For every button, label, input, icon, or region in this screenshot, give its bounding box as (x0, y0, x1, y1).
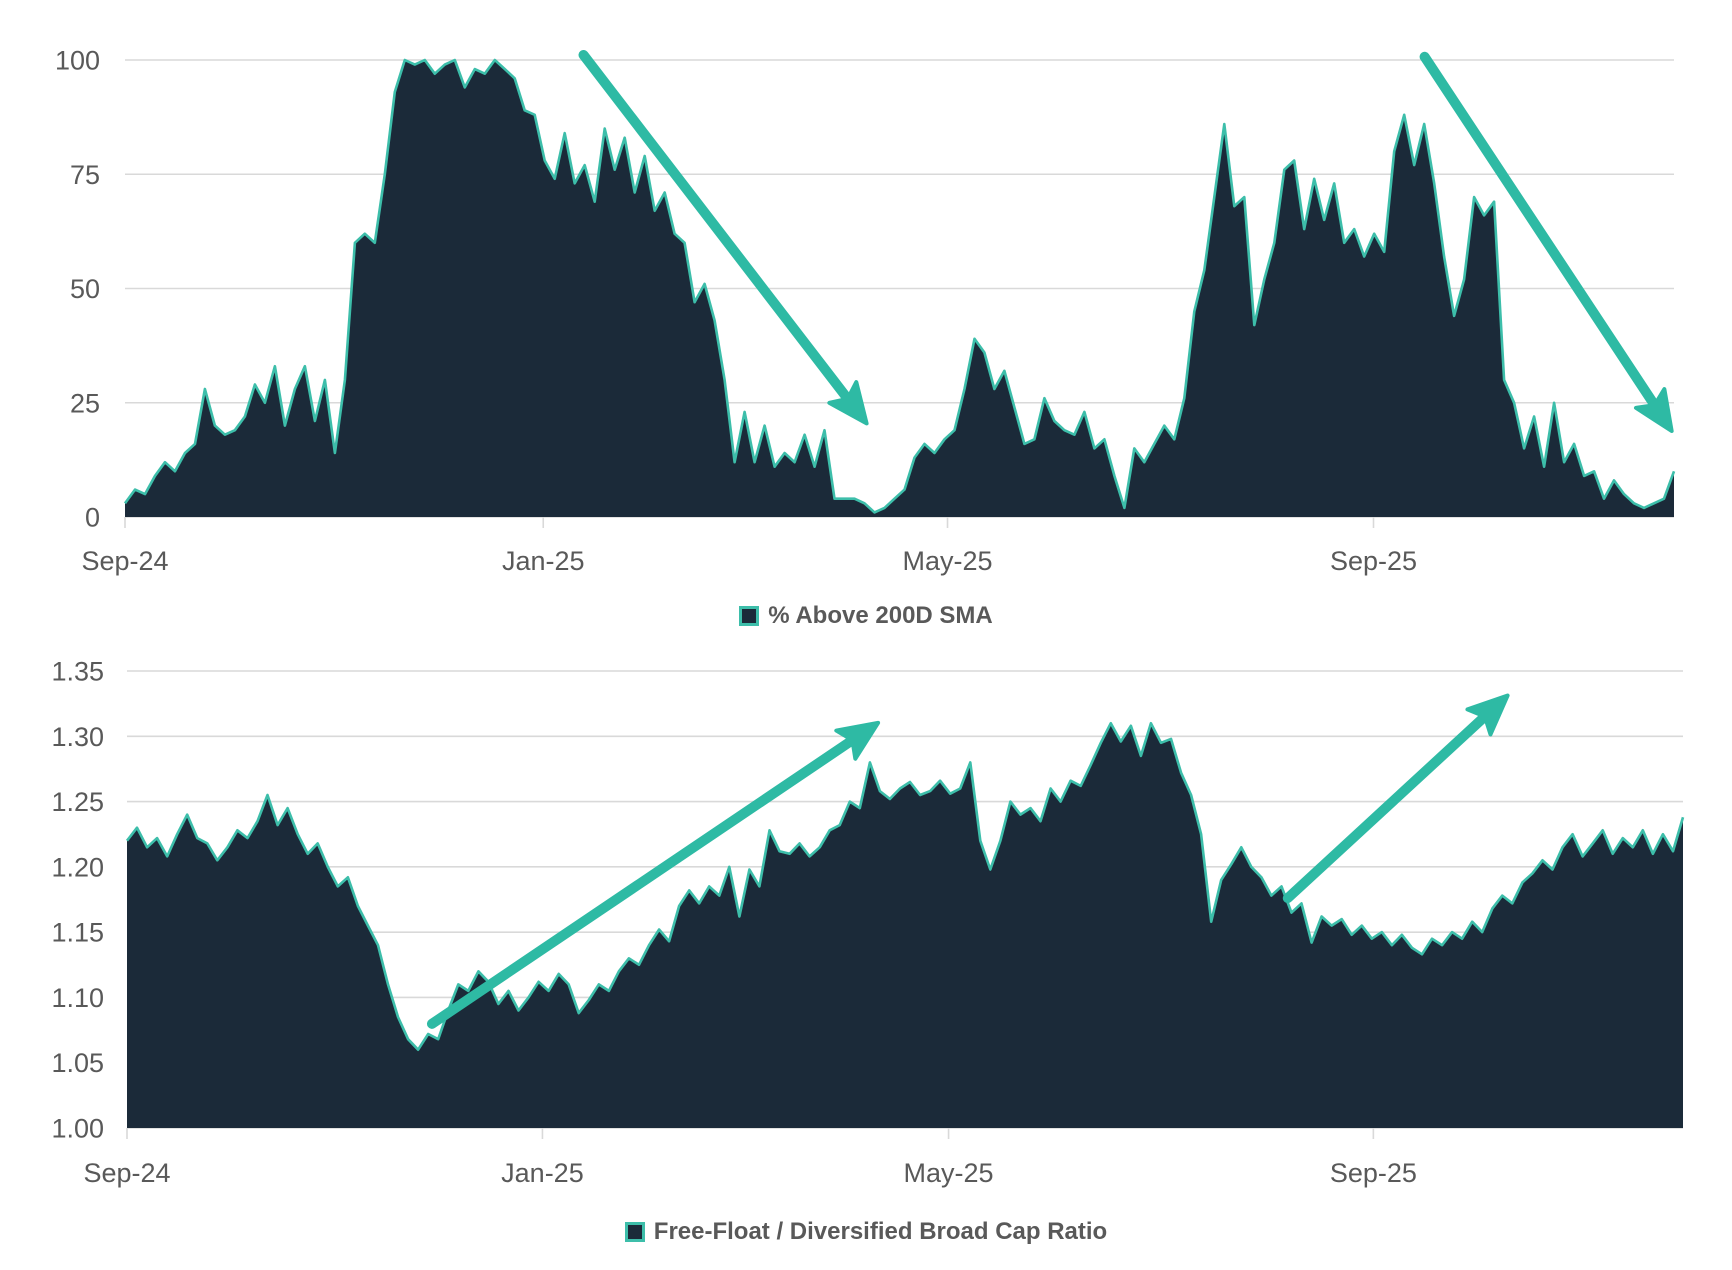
trend-arrow-shaft (426, 737, 855, 1029)
y-axis-tick-label: 1.05 (51, 1048, 104, 1078)
legend-label: Free-Float / Diversified Broad Cap Ratio (653, 1218, 1108, 1245)
y-axis-tick-label: 1.10 (51, 983, 104, 1013)
legend-swatch-icon (624, 1222, 645, 1242)
x-axis-tick-label: Jan-25 (501, 1158, 584, 1188)
bottom-chart-free-float-ratio: 1.00 1.05 1.10 1.15 1.20 1.25 1.30 1.35 Sep-24 Ja… (51, 657, 1685, 1188)
legend-label: % Above 200D SMA (768, 602, 993, 629)
area-series (125, 60, 1674, 517)
x-axis-tick-label: Sep-24 (81, 546, 168, 576)
y-axis-tick-label: 1.20 (51, 852, 104, 882)
trend-arrow-head (827, 380, 869, 426)
trend-arrow-head (834, 720, 881, 761)
x-axis-tick-label: May-25 (903, 546, 993, 576)
y-axis-tick-label: 1.30 (51, 722, 104, 752)
legend-top: % Above 200D SMA (0, 602, 1732, 630)
y-axis-tick-label: 1.25 (51, 787, 104, 817)
trend-arrow-head (1633, 387, 1674, 433)
series-outline (123, 58, 1676, 514)
x-axis-tick-label: Sep-25 (1330, 1158, 1417, 1188)
trend-arrow-shaft (1419, 51, 1658, 407)
trend-arrow-head (1465, 693, 1510, 737)
area-series (127, 723, 1683, 1128)
top-chart-pct-above-200d-sma: 0 25 50 75 100 Sep-24 Jan-25 May-25 Sep-25 (55, 46, 1676, 576)
y-axis-tick-label: 100 (55, 46, 100, 76)
y-axis-tick-label: 1.35 (51, 657, 104, 687)
x-axis-tick-label: Sep-25 (1330, 546, 1417, 576)
trend-arrow-shaft (1282, 714, 1487, 904)
y-axis-tick-label: 50 (70, 274, 100, 304)
x-axis-tick-label: May-25 (904, 1158, 994, 1188)
y-axis-tick-label: 75 (70, 160, 100, 190)
y-axis-tick-label: 1.00 (51, 1114, 104, 1144)
y-axis-tick-label: 1.15 (51, 918, 104, 948)
series-outline (125, 721, 1685, 1051)
x-axis-tick-label: Sep-24 (83, 1158, 170, 1188)
legend-swatch-icon (739, 606, 760, 626)
y-axis-tick-label: 25 (70, 388, 100, 418)
x-axis-tick-label: Jan-25 (502, 546, 585, 576)
legend-bottom: Free-Float / Diversified Broad Cap Ratio (0, 1218, 1732, 1246)
y-axis-tick-label: 0 (85, 503, 100, 533)
trend-arrow-shaft (578, 49, 851, 401)
